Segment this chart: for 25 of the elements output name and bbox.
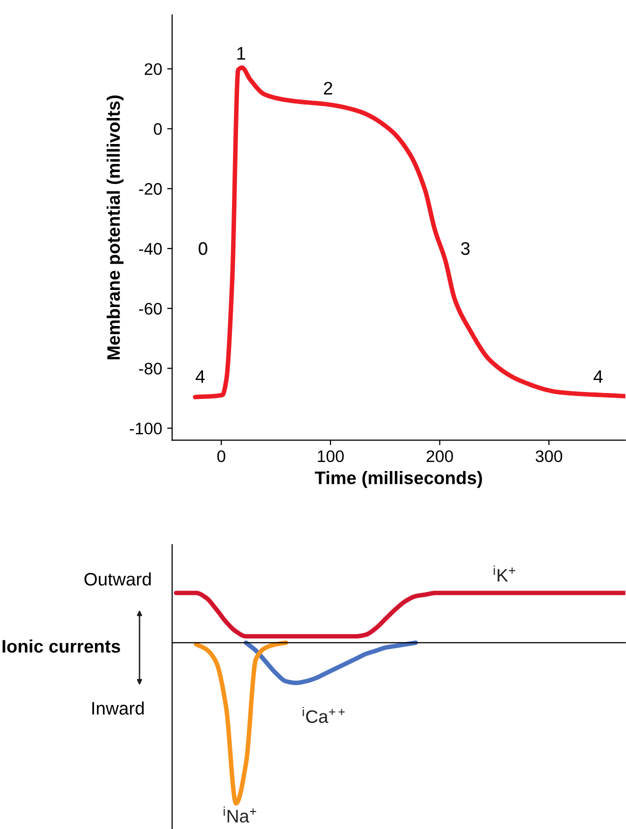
- y-tick-label: -80: [139, 362, 162, 375]
- x-tick-label: 300: [536, 450, 562, 462]
- text: Inward: [92, 701, 144, 715]
- y-tick-label: -100: [130, 422, 162, 434]
- series-label: $^{i}$Ca$^{++}$: [302, 706, 345, 723]
- y-tick-label: 0: [154, 123, 162, 135]
- series-label: $^{i}$K$^{+}$: [494, 566, 516, 582]
- annotation: 1: [237, 47, 246, 60]
- text: Outward: [84, 572, 151, 586]
- annotation: 4: [196, 370, 205, 383]
- y-tick-label: -20: [139, 183, 162, 195]
- annotation: 2: [324, 82, 332, 94]
- x-tick-label: 100: [318, 450, 344, 462]
- x-tick-label: 200: [426, 450, 453, 462]
- x-tick-label: 0: [217, 450, 226, 462]
- y-tick-label: -40: [139, 242, 162, 255]
- annotation: 0: [198, 242, 208, 255]
- y-tick-label: -60: [139, 302, 162, 315]
- x-axis-title: Time (milliseconds): [314, 471, 482, 488]
- series-label: $^{i}$Na$^{+}$: [224, 806, 256, 823]
- y-axis-title: Membrane potential (millivolts): [106, 96, 124, 360]
- text: Ionic currents: [2, 639, 120, 653]
- annotation: 3: [461, 242, 470, 255]
- y-tick-label: 20: [144, 63, 162, 76]
- annotation: 4: [594, 370, 603, 383]
